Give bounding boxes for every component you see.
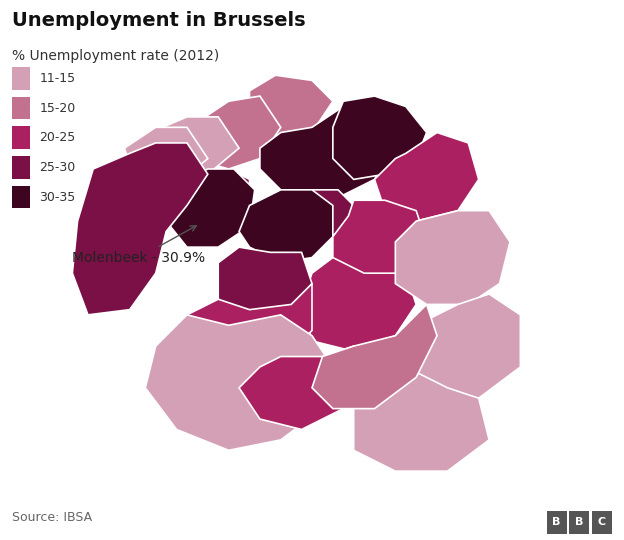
Polygon shape xyxy=(124,127,208,185)
Text: 25-30: 25-30 xyxy=(39,161,76,174)
Text: B: B xyxy=(575,517,583,527)
Polygon shape xyxy=(166,169,255,247)
Polygon shape xyxy=(187,284,312,367)
Polygon shape xyxy=(192,96,281,169)
Polygon shape xyxy=(406,294,520,398)
Text: Unemployment in Brussels: Unemployment in Brussels xyxy=(12,11,306,30)
Text: 15-20: 15-20 xyxy=(39,102,76,114)
Polygon shape xyxy=(396,211,510,305)
Polygon shape xyxy=(354,367,489,471)
Polygon shape xyxy=(145,315,333,450)
Polygon shape xyxy=(239,346,364,429)
Polygon shape xyxy=(72,143,208,315)
Polygon shape xyxy=(333,200,427,284)
Polygon shape xyxy=(312,305,437,409)
Polygon shape xyxy=(239,190,333,263)
Polygon shape xyxy=(291,190,354,242)
Polygon shape xyxy=(301,258,416,352)
Polygon shape xyxy=(250,75,333,138)
Text: % Unemployment rate (2012): % Unemployment rate (2012) xyxy=(12,49,220,63)
Text: C: C xyxy=(597,517,606,527)
Polygon shape xyxy=(333,96,427,179)
Polygon shape xyxy=(260,106,396,200)
Text: 11-15: 11-15 xyxy=(39,72,76,85)
Text: B: B xyxy=(552,517,561,527)
Text: 20-25: 20-25 xyxy=(39,131,76,144)
Text: Molenbeek - 30.9%: Molenbeek - 30.9% xyxy=(72,226,205,265)
Polygon shape xyxy=(140,117,239,174)
Text: Source: IBSA: Source: IBSA xyxy=(12,511,92,524)
Polygon shape xyxy=(218,247,312,315)
Polygon shape xyxy=(197,169,250,221)
Polygon shape xyxy=(374,132,479,221)
Text: 30-35: 30-35 xyxy=(39,191,76,204)
